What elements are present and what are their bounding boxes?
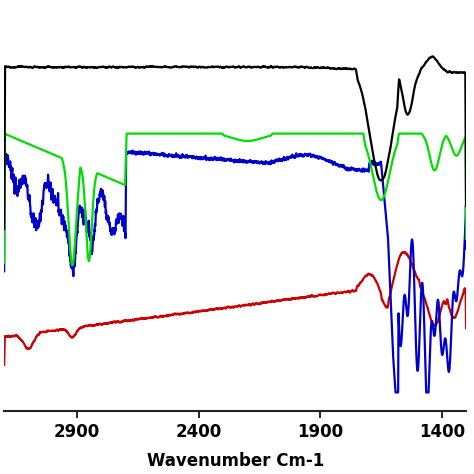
X-axis label: Wavenumber Cm-1: Wavenumber Cm-1 bbox=[146, 452, 324, 470]
